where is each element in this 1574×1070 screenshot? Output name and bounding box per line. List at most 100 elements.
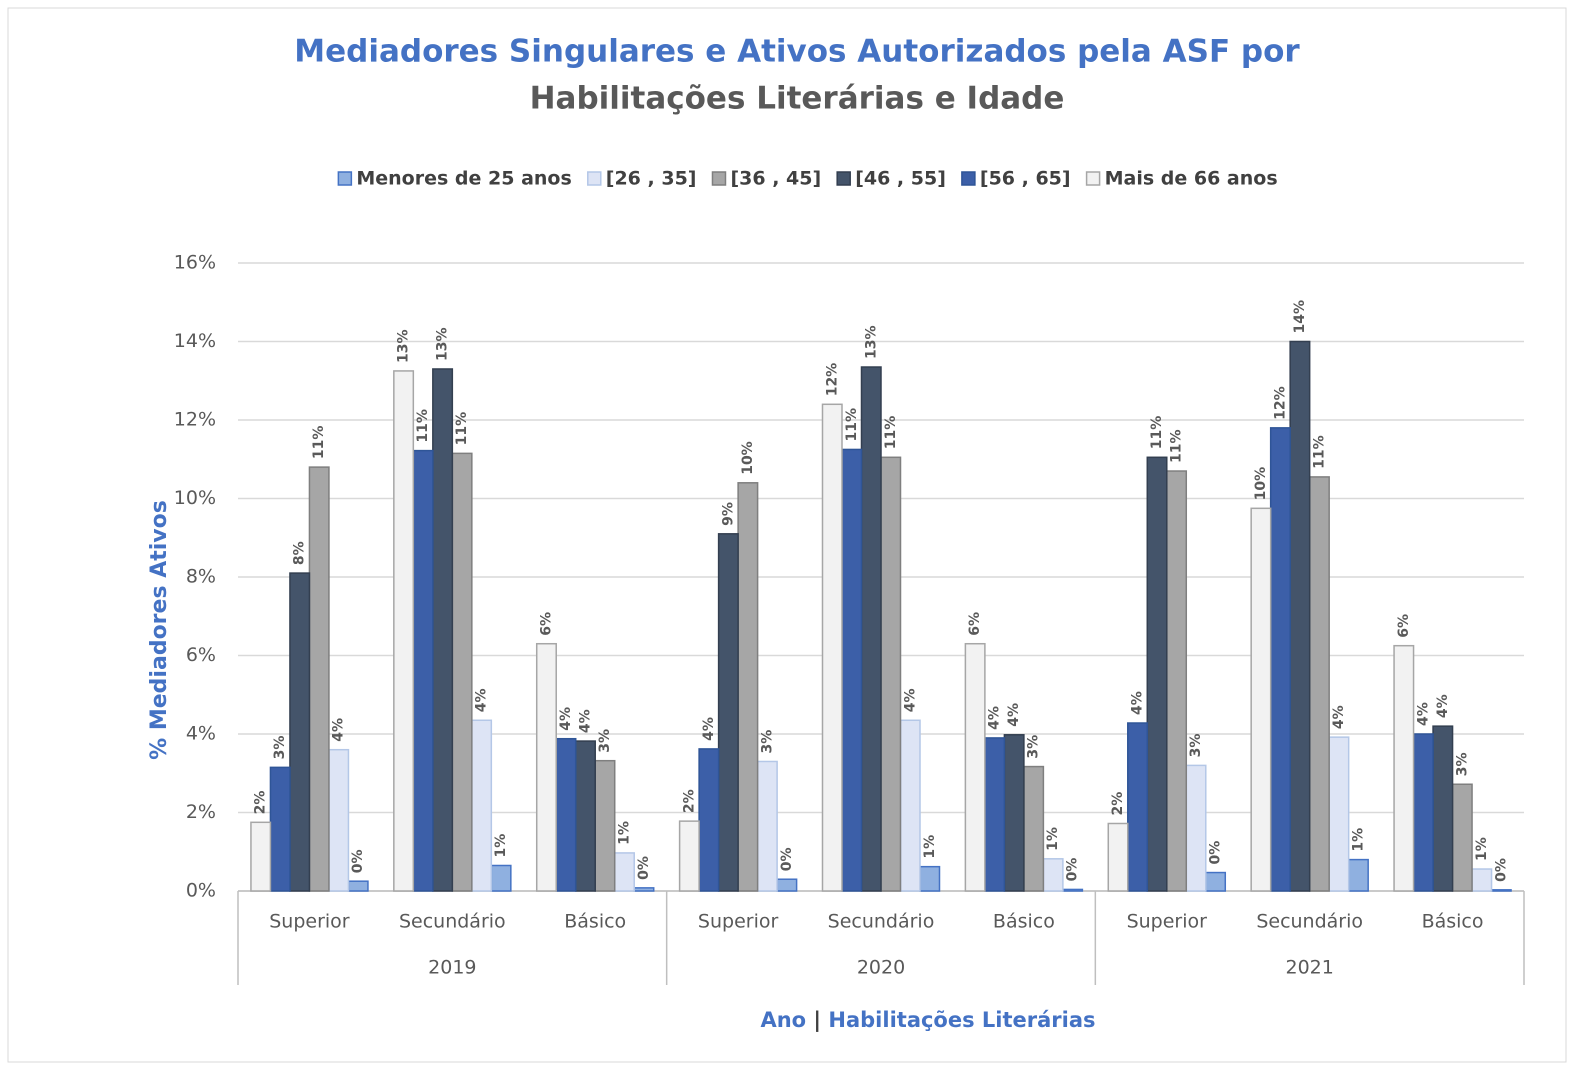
y-tick-label: 0% <box>186 880 216 902</box>
bar <box>984 737 1006 892</box>
data-label: 1% <box>493 834 509 858</box>
data-label: 4% <box>577 709 593 733</box>
data-label: 4% <box>1331 705 1347 729</box>
data-label: 11% <box>883 416 899 450</box>
x-axis-title-part: Ano <box>760 1008 806 1032</box>
bar <box>1042 858 1064 892</box>
bar <box>698 748 720 892</box>
bar <box>1250 507 1272 892</box>
data-label: 4% <box>558 707 574 731</box>
legend-swatch <box>337 171 353 186</box>
bar <box>594 759 616 892</box>
bar <box>432 368 454 892</box>
x-tick-label: Superior <box>698 911 779 933</box>
bar <box>1023 765 1045 892</box>
chart-title: Habilitações Literárias e Idade <box>530 81 1065 117</box>
data-label: 13% <box>863 325 879 359</box>
data-label: 4% <box>1006 703 1022 727</box>
chart-title: Mediadores Singulares e Ativos Autorizad… <box>294 34 1300 70</box>
bar <box>860 366 882 892</box>
data-label: 4% <box>1435 694 1451 718</box>
bar <box>1185 764 1207 892</box>
data-label: 1% <box>1350 828 1366 852</box>
bar <box>1451 783 1473 892</box>
x-tick-label: Básico <box>1422 911 1484 933</box>
bar <box>1308 476 1330 892</box>
data-label: 0% <box>1493 858 1509 882</box>
y-axis-title: % Mediadores Ativos <box>147 500 172 760</box>
data-label: 4% <box>331 718 347 742</box>
legend-swatch <box>711 171 727 186</box>
bar <box>451 452 473 892</box>
data-label: 6% <box>1396 614 1412 638</box>
bar <box>1166 470 1188 892</box>
bar <box>1003 734 1025 892</box>
chart-border <box>7 7 1567 1063</box>
data-label: 11% <box>1311 435 1327 469</box>
x-axis-title-part: | <box>813 1008 821 1033</box>
bar <box>633 887 655 892</box>
legend-label: Mais de 66 anos <box>1105 168 1278 190</box>
x-axis-title-part: Habilitações Literárias <box>828 1008 1095 1032</box>
data-label: 11% <box>311 426 327 460</box>
data-label: 4% <box>1130 691 1146 715</box>
data-label: 0% <box>1208 841 1224 865</box>
y-tick-label: 8% <box>186 566 216 588</box>
bar <box>1393 644 1415 892</box>
bar <box>756 760 778 892</box>
bar <box>555 737 577 892</box>
bar <box>899 719 921 892</box>
bar <box>535 642 557 892</box>
bar <box>1412 733 1434 892</box>
bar <box>964 642 986 892</box>
legend-swatch <box>961 171 976 186</box>
bar <box>328 748 350 892</box>
x-tick-label: Superior <box>269 911 350 933</box>
data-label: 0% <box>350 849 366 873</box>
data-label: 3% <box>272 736 288 760</box>
data-label: 3% <box>597 729 613 753</box>
y-tick-label: 14% <box>174 330 216 352</box>
data-label: 9% <box>720 502 736 526</box>
data-label: 4% <box>987 706 1003 730</box>
data-label: 12% <box>1272 386 1288 420</box>
data-label: 2% <box>253 791 269 815</box>
data-label: 3% <box>1188 734 1204 758</box>
data-label: 11% <box>844 408 860 442</box>
y-tick-label: 6% <box>186 644 216 666</box>
data-label: 3% <box>1026 735 1042 759</box>
bar <box>1328 736 1350 892</box>
x-tick-label: Secundário <box>399 911 506 933</box>
bar <box>1490 889 1512 892</box>
data-label: 1% <box>1474 837 1490 861</box>
x-tick-label: Básico <box>993 911 1055 933</box>
legend-label: Menores de 25 anos <box>356 168 571 190</box>
group-label: 2019 <box>428 957 476 979</box>
data-label: 13% <box>396 329 412 363</box>
bar <box>821 403 843 892</box>
x-tick-label: Secundário <box>1256 911 1363 933</box>
data-label: 2% <box>1110 792 1126 816</box>
bar <box>269 766 291 892</box>
bar <box>250 821 272 892</box>
bar <box>613 852 635 892</box>
legend-label: [56 , 65] <box>980 168 1071 190</box>
bar <box>471 719 493 892</box>
y-tick-label: 10% <box>174 487 216 509</box>
bar <box>1205 871 1227 892</box>
data-label: 6% <box>967 612 983 636</box>
y-tick-label: 16% <box>174 252 216 274</box>
data-label: 8% <box>292 541 308 565</box>
data-label: 1% <box>1045 827 1061 851</box>
bar <box>412 449 434 892</box>
bar <box>289 572 311 892</box>
bar <box>880 456 902 892</box>
data-label: 4% <box>902 688 918 712</box>
data-label: 10% <box>1253 467 1269 501</box>
data-label: 4% <box>1415 702 1431 726</box>
bar <box>1432 725 1454 892</box>
legend-label: [26 , 35] <box>606 168 697 190</box>
bar <box>1347 858 1369 892</box>
data-label: 0% <box>1065 858 1081 882</box>
